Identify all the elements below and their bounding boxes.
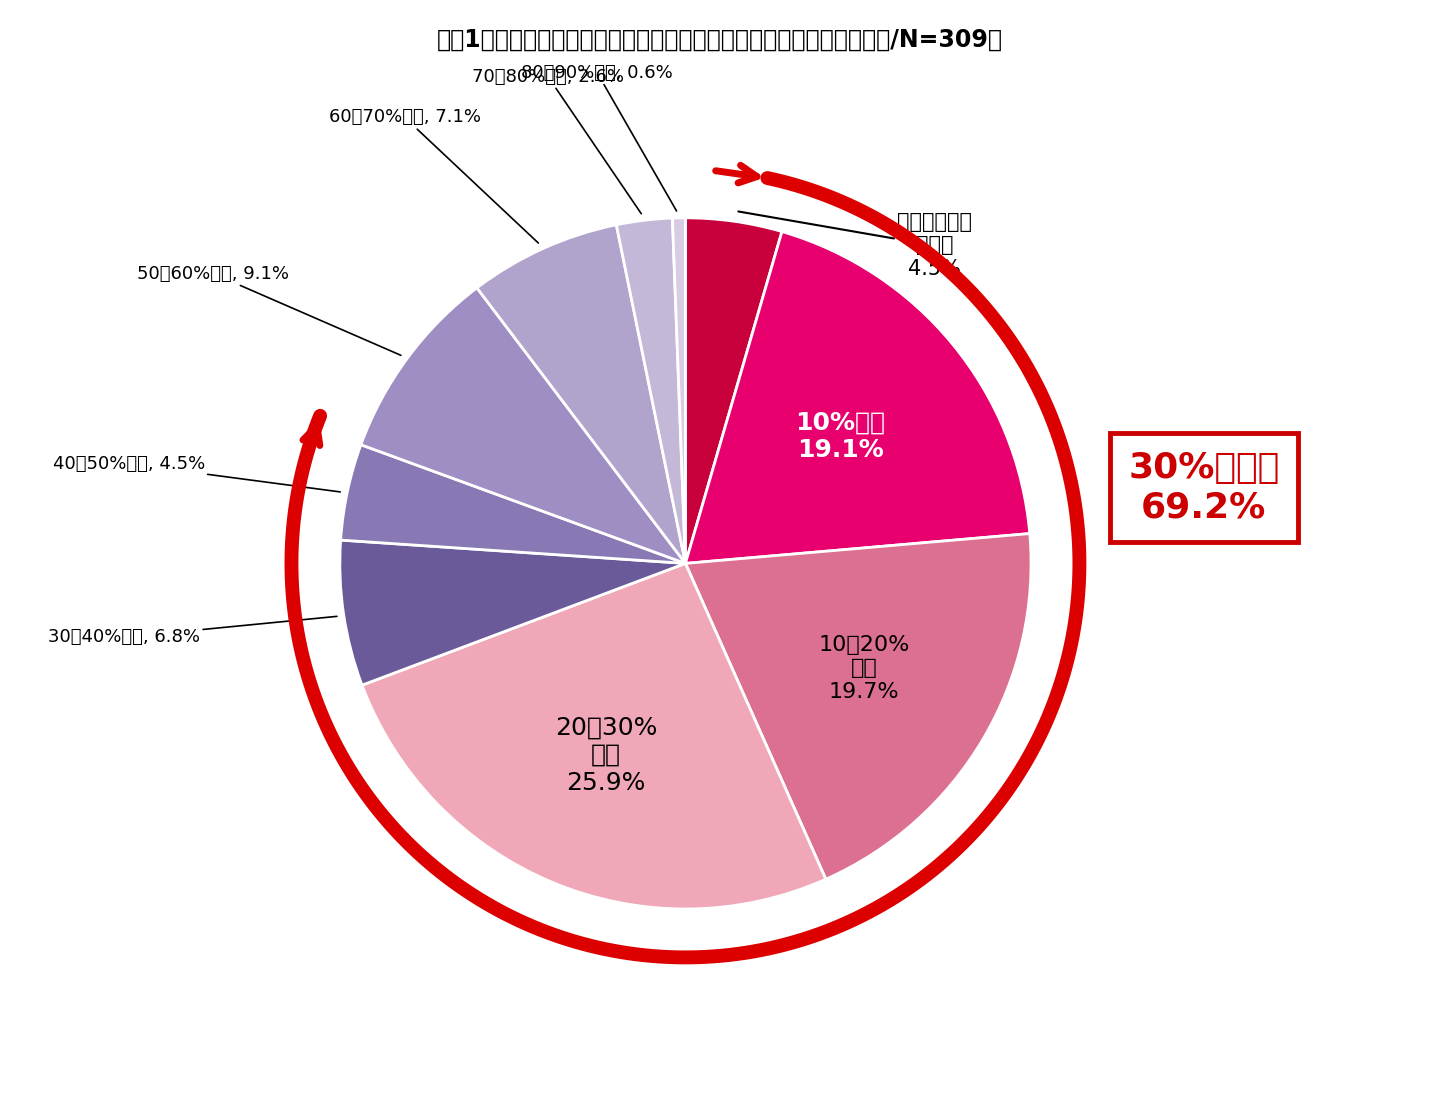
Text: 10～20%
未満
19.7%: 10～20% 未満 19.7% <box>818 636 910 701</box>
Wedge shape <box>341 444 685 563</box>
Text: 【図1】良い香りの玄関にはどれぐらいの頻度で出会いますか。（択一/N=309）: 【図1】良い香りの玄関にはどれぐらいの頻度で出会いますか。（択一/N=309） <box>436 27 1004 51</box>
Wedge shape <box>340 540 685 685</box>
Wedge shape <box>672 218 685 563</box>
Text: 出会ったこと
がない
4.5%: 出会ったこと がない 4.5% <box>739 211 972 279</box>
Wedge shape <box>477 224 685 563</box>
Text: 30～40%未満, 6.8%: 30～40%未満, 6.8% <box>49 616 337 647</box>
Text: 50～60%未満, 9.1%: 50～60%未満, 9.1% <box>137 265 400 356</box>
Wedge shape <box>685 232 1030 563</box>
Wedge shape <box>685 218 782 563</box>
Wedge shape <box>361 288 685 563</box>
Text: 10%未満
19.1%: 10%未満 19.1% <box>795 410 886 462</box>
Text: 20～30%
未満
25.9%: 20～30% 未満 25.9% <box>554 715 657 794</box>
Text: 80～90%未満, 0.6%: 80～90%未満, 0.6% <box>521 63 677 211</box>
Text: 70～80%未満, 2.6%: 70～80%未満, 2.6% <box>472 68 641 213</box>
Text: 30%未満が
69.2%: 30%未満が 69.2% <box>1128 451 1280 524</box>
Wedge shape <box>361 563 825 909</box>
Wedge shape <box>685 534 1031 880</box>
Text: 40～50%未満, 4.5%: 40～50%未満, 4.5% <box>53 455 340 492</box>
Text: 60～70%未満, 7.1%: 60～70%未満, 7.1% <box>328 108 539 243</box>
Wedge shape <box>616 218 685 563</box>
